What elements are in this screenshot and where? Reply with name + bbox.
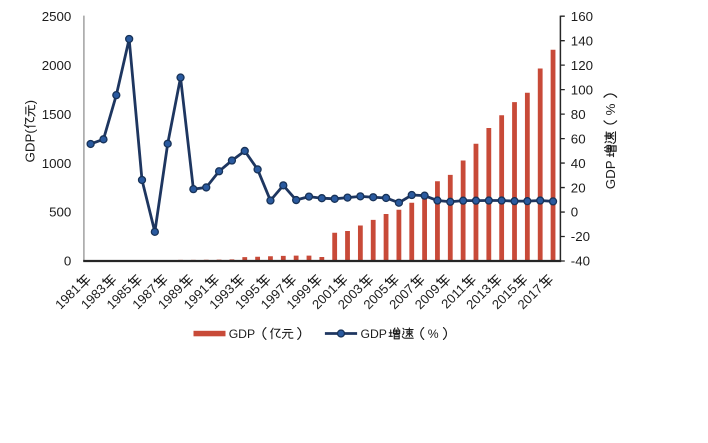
svg-text:100: 100 — [571, 82, 593, 97]
svg-text:500: 500 — [49, 205, 71, 220]
svg-text:1000: 1000 — [42, 156, 72, 171]
svg-text:0: 0 — [571, 205, 578, 220]
svg-text:GDP: GDP — [361, 327, 387, 341]
svg-text:60: 60 — [571, 131, 586, 146]
svg-text:1500: 1500 — [42, 107, 72, 122]
svg-text:0: 0 — [64, 254, 71, 269]
svg-text:40: 40 — [571, 156, 586, 171]
svg-text:120: 120 — [571, 58, 593, 73]
svg-text:80: 80 — [571, 107, 586, 122]
svg-text:GDP: GDP — [603, 160, 618, 189]
svg-text:%: % — [603, 103, 618, 115]
svg-text:-20: -20 — [571, 229, 590, 244]
svg-text:-40: -40 — [571, 254, 590, 269]
svg-text:2000: 2000 — [42, 58, 72, 73]
svg-text:%: % — [428, 327, 439, 341]
svg-text:20: 20 — [571, 180, 586, 195]
svg-text:2500: 2500 — [42, 9, 72, 24]
svg-text:140: 140 — [571, 33, 593, 48]
svg-text:GDP(: GDP( — [23, 129, 38, 163]
svg-text:): ) — [23, 100, 38, 104]
svg-text:GDP: GDP — [229, 327, 255, 341]
svg-text:160: 160 — [571, 9, 593, 24]
